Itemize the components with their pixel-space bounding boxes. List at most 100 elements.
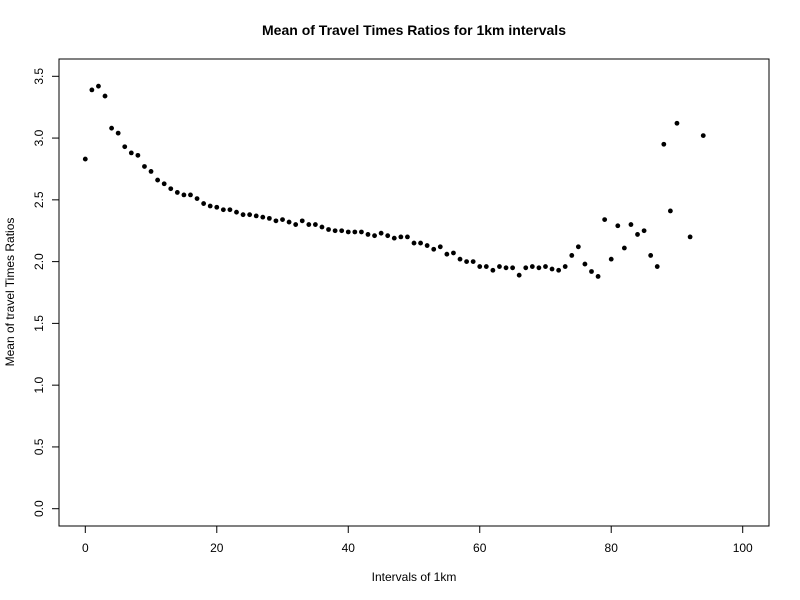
data-point [201,201,207,206]
data-point [667,208,673,214]
data-point [595,274,601,279]
data-point [536,265,542,271]
data-point [516,272,522,278]
data-point [365,232,371,237]
data-point [411,240,417,246]
data-point [608,256,614,262]
data-point [122,144,128,150]
y-tick-label: 3.0 [32,129,46,146]
data-point [89,87,95,93]
data-point [562,264,568,269]
y-tick-label: 1.0 [32,376,46,393]
data-point [378,230,384,236]
data-point [286,219,292,225]
data-point [424,243,430,248]
data-point [582,261,588,267]
data-point [635,232,640,237]
data-point [529,264,535,269]
data-point [687,234,693,240]
data-point [437,244,443,250]
y-tick-label: 0.0 [32,500,46,517]
data-point [240,212,246,218]
data-point [648,253,654,258]
data-point [431,246,437,252]
data-point [543,264,548,269]
data-point [490,267,496,273]
y-axis: 0.0 0.5 1.0 1.5 2.0 2.5 3.0 3.5 [32,68,60,517]
data-point [266,215,272,221]
data-point [115,130,121,136]
data-point [168,186,174,192]
data-point [589,269,594,274]
data-point [82,156,88,162]
x-tick-label: 20 [210,541,224,555]
data-point [503,265,509,271]
data-points [82,83,706,279]
data-point [523,265,529,271]
x-axis: 0 20 40 60 80 100 [82,525,753,555]
data-point [260,214,266,220]
data-point [352,229,358,235]
data-point [188,192,193,198]
data-point [641,228,647,234]
data-point [674,120,680,126]
data-point [326,227,331,232]
data-point [444,251,450,257]
data-point [372,233,377,239]
data-point [497,264,502,269]
data-point [661,141,667,147]
data-point [234,209,239,215]
data-point [96,83,101,89]
data-point [628,222,634,227]
data-point [174,190,180,195]
data-point [207,203,213,209]
data-point [161,181,167,187]
data-point [332,228,338,234]
data-point [280,217,285,223]
data-point [109,125,114,131]
data-point [457,256,463,262]
data-point [273,218,279,224]
chart-title: Mean of Travel Times Ratios for 1km inte… [262,22,566,38]
data-point [293,222,299,227]
data-point [391,235,397,241]
data-point [575,244,581,250]
x-tick-label: 0 [82,541,89,555]
data-point [418,240,423,246]
data-point [194,196,200,202]
data-point [312,222,318,227]
data-point [398,234,404,240]
data-point [621,245,627,251]
data-point [345,229,351,235]
data-point [142,164,147,169]
data-point [700,133,706,138]
x-tick-label: 80 [605,541,619,555]
data-point [102,93,108,99]
data-point [135,152,141,158]
plot-frame [58,58,770,527]
data-point [155,177,161,183]
data-point [385,233,391,239]
data-point [464,259,469,265]
x-axis-label: Intervals of 1km [372,570,457,584]
data-point [477,264,483,269]
data-point [339,228,345,234]
data-point [148,169,154,174]
data-point [483,264,489,269]
x-tick-label: 40 [342,541,356,555]
data-point [253,213,259,219]
data-point [319,224,325,230]
data-point [569,253,575,258]
data-point [359,229,364,235]
data-point [602,217,608,223]
data-point [181,192,187,198]
data-point [470,259,476,265]
data-point [510,265,516,271]
data-point [220,207,226,213]
data-point [227,207,233,213]
data-point [247,212,253,218]
data-point [214,204,220,210]
y-tick-label: 3.5 [32,68,46,85]
y-axis-label: Mean of travel Times Ratios [3,218,17,367]
